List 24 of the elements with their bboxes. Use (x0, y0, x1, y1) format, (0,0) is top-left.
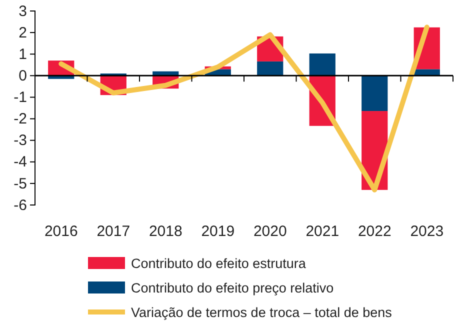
y-tick-label: -5 (14, 175, 27, 192)
bar (309, 53, 336, 76)
x-tick-label: 2017 (96, 223, 130, 240)
legend-label: Contributo do efeito estrutura (131, 256, 306, 271)
x-tick-label: 2021 (306, 223, 340, 240)
bar (257, 61, 284, 76)
y-tick-label: -3 (14, 132, 27, 150)
x-tick-label: 2022 (358, 223, 392, 240)
y-tick-label: 1 (18, 46, 27, 63)
x-tick-label: 2020 (253, 223, 287, 240)
legend-label: Contributo do efeito preço relativo (131, 280, 334, 296)
x-tick-label: 2019 (201, 223, 235, 240)
y-tick-label: -6 (14, 196, 27, 214)
y-tick-label: -4 (14, 154, 27, 171)
x-tick-label: 2023 (410, 223, 444, 240)
legend-label: Variação de termos de troca – total de bens (131, 305, 392, 320)
y-tick-label: -2 (14, 110, 27, 128)
bar (362, 76, 388, 112)
y-tick-label: 3 (18, 2, 27, 20)
y-tick-label: -1 (14, 89, 27, 106)
x-tick-label: 2016 (44, 223, 78, 240)
y-tick-label: 0 (18, 67, 27, 84)
y-tick-label: 2 (18, 24, 27, 42)
x-tick-label: 2018 (148, 223, 182, 240)
